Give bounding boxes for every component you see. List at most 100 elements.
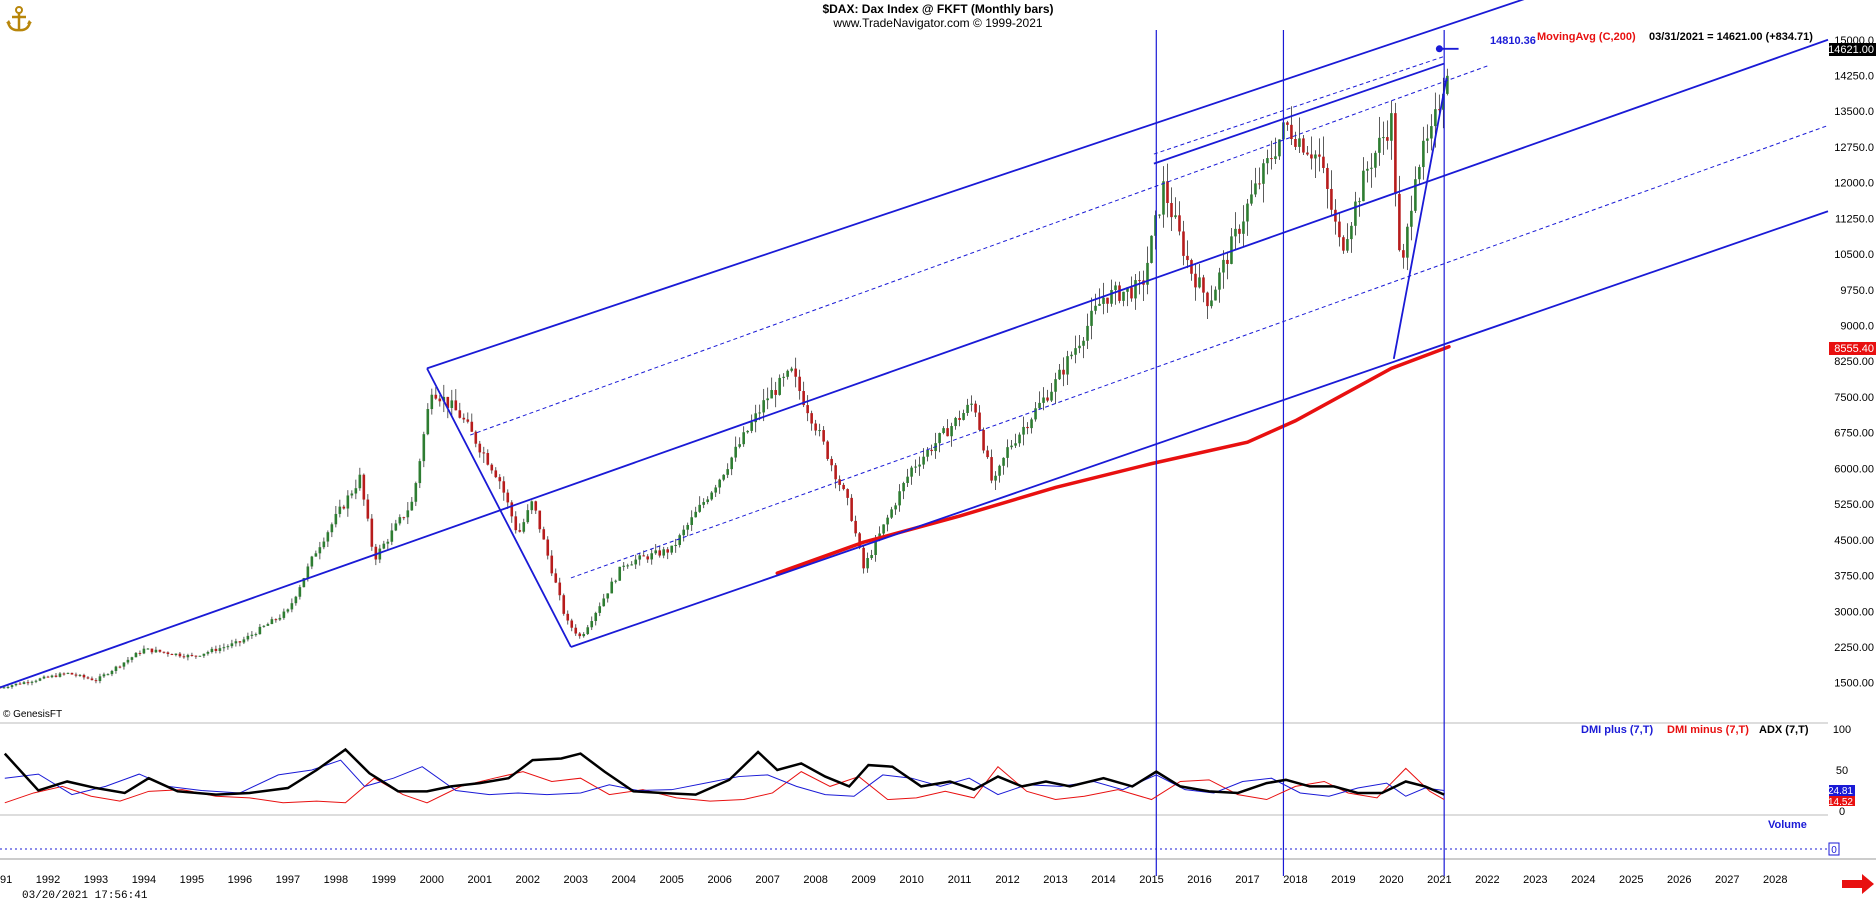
- candle-up: [42, 676, 46, 679]
- candle-down: [834, 465, 837, 480]
- candle-up: [254, 634, 258, 636]
- candle-down: [558, 582, 562, 596]
- candle-up: [1266, 158, 1269, 164]
- candle-up: [278, 617, 282, 620]
- trendline: [570, 210, 1829, 648]
- candle-up: [1014, 443, 1017, 446]
- indicator-layer: 100 50 0 DMI plus (7,T) DMI minus (7,T) ADX (…: [3, 724, 1855, 856]
- candle-up: [6, 686, 10, 688]
- candle-down: [1178, 215, 1181, 232]
- candle-down: [794, 368, 797, 377]
- x-tick-label: 2010: [899, 874, 923, 886]
- candle-up: [758, 412, 761, 414]
- candle-up: [126, 659, 130, 663]
- candle-down: [238, 641, 242, 643]
- candle-down: [1186, 255, 1189, 261]
- candle-up: [134, 652, 138, 658]
- x-tick-label: 2026: [1667, 874, 1691, 886]
- candle-up: [234, 641, 238, 644]
- trendline: [426, 0, 1525, 370]
- candle-up: [1426, 138, 1429, 141]
- candle-down: [990, 457, 993, 481]
- candle-down: [162, 651, 166, 653]
- candle-up: [738, 444, 741, 447]
- candle-up: [2, 687, 6, 689]
- candle-up: [1082, 340, 1085, 346]
- candle-up: [682, 529, 686, 536]
- x-tick-label: 2013: [1043, 874, 1067, 886]
- candle-down: [798, 376, 801, 392]
- candle-up: [1102, 297, 1105, 304]
- chart-source: www.TradeNavigator.com © 1999-2021: [833, 16, 1043, 30]
- candle-down: [214, 648, 218, 651]
- candle-up: [602, 598, 606, 607]
- dmi-minus-value: 14.52: [1828, 797, 1853, 808]
- x-tick-label: 1997: [276, 874, 300, 886]
- x-tick-label: 2024: [1571, 874, 1595, 886]
- indicator-y-tick: 0: [1839, 806, 1845, 818]
- candle-down: [1118, 285, 1121, 301]
- candle-up: [678, 535, 682, 545]
- candle-up: [898, 491, 901, 506]
- candle-up: [522, 522, 526, 532]
- candle-up: [210, 648, 214, 653]
- candle-down: [486, 453, 490, 465]
- candle-up: [1314, 154, 1317, 159]
- candle-up: [142, 648, 146, 654]
- candle-up: [686, 524, 689, 530]
- candle-up: [938, 433, 941, 444]
- candle-down: [478, 443, 482, 453]
- candle-up: [226, 646, 230, 648]
- anchor-logo-icon[interactable]: [4, 4, 34, 34]
- candle-down: [446, 396, 450, 408]
- candle-down: [1338, 221, 1341, 238]
- candle-down: [982, 429, 985, 451]
- candle-down: [1194, 273, 1197, 288]
- candle-up: [1018, 434, 1021, 444]
- candle-up: [998, 465, 1001, 476]
- candle-up: [926, 449, 929, 457]
- x-tick-label: 2017: [1235, 874, 1259, 886]
- candle-up: [726, 469, 729, 475]
- candle-down: [1330, 188, 1333, 210]
- candle-up: [382, 543, 386, 549]
- dmi-minus-badge: [1829, 796, 1855, 806]
- candle-up: [918, 464, 921, 467]
- candle-up: [670, 545, 674, 553]
- x-tick-label: 2014: [1091, 874, 1115, 886]
- candle-down: [646, 556, 650, 560]
- candle-down: [1394, 113, 1397, 194]
- y-tick-label: 3000.00: [1834, 606, 1874, 618]
- candle-up: [766, 398, 769, 401]
- candle-down: [1326, 167, 1329, 189]
- last-bar-label: 03/31/2021 = 14621.00 (+834.71): [1649, 31, 1813, 43]
- x-tick-label: 2001: [468, 874, 492, 886]
- candle-down: [94, 680, 98, 682]
- candle-up: [1098, 303, 1101, 306]
- candle-down: [118, 666, 122, 668]
- candle-up: [710, 492, 713, 500]
- candle-up: [782, 376, 785, 378]
- candle-down: [570, 620, 574, 628]
- candle-up: [306, 566, 310, 579]
- candle-up: [970, 403, 973, 405]
- candle-down: [194, 655, 198, 657]
- candle-up: [1066, 356, 1069, 375]
- candle-down: [62, 673, 66, 675]
- candle-up: [754, 413, 757, 423]
- high-value-label: 14810.36: [1490, 35, 1536, 47]
- candle-up: [426, 409, 430, 435]
- candle-up: [38, 678, 42, 681]
- candle-up: [206, 652, 210, 654]
- candle-up: [394, 523, 398, 531]
- x-tick-label: 2022: [1475, 874, 1499, 886]
- candle-down: [1182, 231, 1185, 256]
- candle-up: [50, 675, 54, 678]
- x-tick-label: 2005: [659, 874, 683, 886]
- candle-up: [1058, 369, 1061, 380]
- candle-up: [690, 517, 693, 525]
- candle-up: [718, 479, 721, 488]
- candle-up: [586, 627, 590, 634]
- candle-up: [1134, 280, 1137, 299]
